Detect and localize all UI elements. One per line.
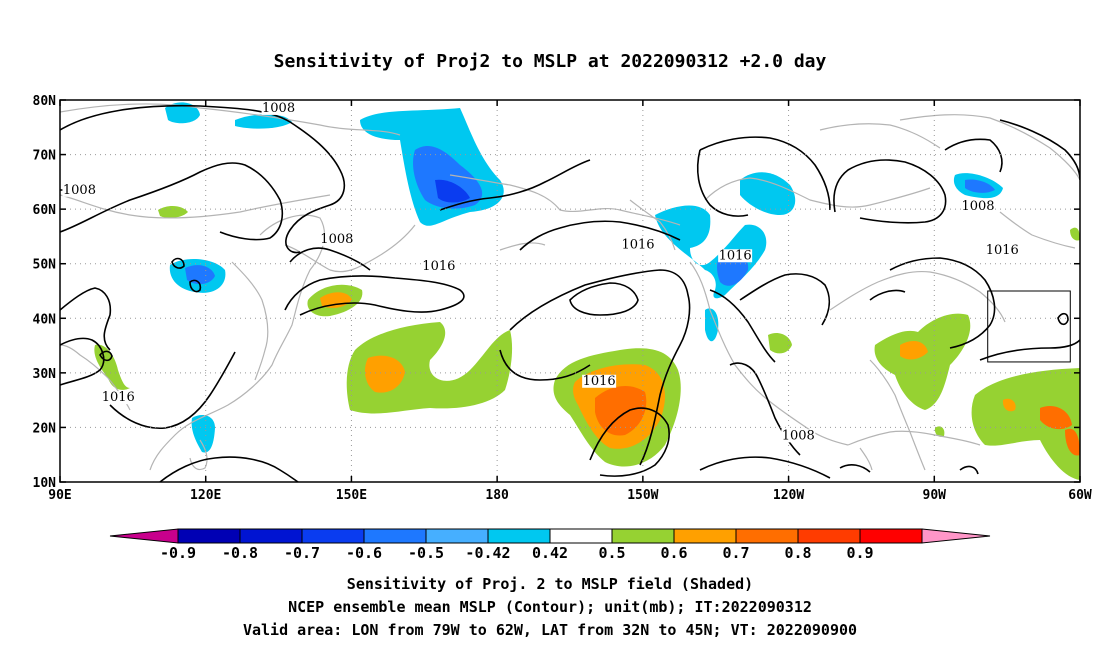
colorbar-label: -0.6 bbox=[346, 544, 382, 562]
colorbar-segment bbox=[363, 528, 427, 544]
contour-label-bg bbox=[961, 200, 995, 214]
neg-core-dark-north-pacific bbox=[435, 179, 470, 203]
contour-label: 1016 bbox=[621, 237, 654, 252]
x-tick-label: 90W bbox=[923, 488, 947, 503]
colorbar-segment bbox=[487, 528, 551, 544]
contour-label-bg bbox=[62, 183, 97, 197]
colorbar-label: -0.8 bbox=[222, 544, 258, 562]
pos-region-bering bbox=[1070, 227, 1080, 241]
contour-labels: 1008 1008 1008 1016 1016 1016 1016 1016 1008 1008… bbox=[62, 101, 1020, 443]
neg-region-canada bbox=[740, 172, 796, 215]
neg-region-arctic-a bbox=[165, 102, 200, 124]
contour-label: 1008 bbox=[782, 428, 815, 443]
pos-region-atlantic bbox=[971, 368, 1080, 480]
colorbar-label: 0.42 bbox=[532, 544, 568, 562]
x-tick-label: 150W bbox=[627, 488, 658, 503]
contour-label-bg bbox=[621, 238, 655, 252]
pos-region-us-east bbox=[874, 313, 971, 410]
map-panel: 1008 1008 1008 1016 1016 1016 1016 1016 1008 1008… bbox=[33, 94, 1092, 503]
contour-label-bg bbox=[421, 260, 456, 274]
y-tick-label: 40N bbox=[33, 312, 57, 327]
colorbar-label: 0.6 bbox=[660, 544, 687, 562]
y-tick-label: 80N bbox=[33, 94, 57, 109]
contour-label: 1016 bbox=[102, 390, 135, 405]
contour-label: 1016 bbox=[422, 259, 455, 274]
colorbar-label: 0.5 bbox=[598, 544, 625, 562]
figure-title: Sensitivity of Proj2 to MSLP at 20220903… bbox=[274, 51, 827, 72]
caption-line-1: Sensitivity of Proj. 2 to MSLP field (Sh… bbox=[347, 575, 753, 593]
contour-label: 1016 bbox=[986, 243, 1019, 258]
x-tick-label: 120E bbox=[190, 488, 221, 503]
neg-region-bc-coast bbox=[705, 308, 719, 342]
colorbar-segment bbox=[177, 528, 241, 544]
contour-label: 1008 bbox=[320, 232, 353, 247]
pos-core-us-east bbox=[900, 340, 928, 360]
contour-label-bg bbox=[261, 101, 296, 115]
contour-label-bg bbox=[718, 249, 753, 263]
x-tick-label: 150E bbox=[336, 488, 367, 503]
pos-region-west-us bbox=[768, 333, 792, 354]
contour-label-bg bbox=[101, 391, 136, 405]
map-gridlines bbox=[60, 100, 1080, 482]
colorbar-segment bbox=[239, 528, 303, 544]
pos-core-east-pacific bbox=[595, 386, 647, 436]
colorbar-label: 0.8 bbox=[784, 544, 811, 562]
colorbar-segment bbox=[425, 528, 489, 544]
colorbar-segment bbox=[611, 528, 675, 544]
contour-label-bg bbox=[781, 429, 816, 443]
y-tick-label: 20N bbox=[33, 421, 57, 436]
colorbar-label: 0.7 bbox=[722, 544, 749, 562]
colorbar-over-triangle bbox=[921, 528, 991, 544]
colorbar-label: -0.9 bbox=[160, 544, 196, 562]
y-tick-label: 60N bbox=[33, 203, 57, 218]
colorbar-label: -0.5 bbox=[408, 544, 444, 562]
y-tick-label: 10N bbox=[33, 476, 57, 491]
pos-core-central-pacific bbox=[364, 355, 405, 393]
neg-core-east-asia bbox=[185, 265, 215, 285]
neg-region-philippines bbox=[191, 415, 215, 453]
colorbar-segment bbox=[735, 528, 799, 544]
x-tick-label: 180 bbox=[485, 488, 509, 503]
map-frame bbox=[59, 99, 1081, 483]
colorbar-label: -0.42 bbox=[465, 544, 510, 562]
colorbar-label: 0.9 bbox=[846, 544, 873, 562]
contour-label: 1016 bbox=[719, 248, 752, 263]
colorbar: -0.9 -0.8 -0.7 -0.6 -0.5 -0.42 0.42 0.5 0.6 0.7 0.… bbox=[109, 528, 991, 562]
colorbar-under-triangle bbox=[109, 528, 179, 544]
colorbar-segment bbox=[549, 528, 613, 544]
colorbar-label: -0.7 bbox=[284, 544, 320, 562]
y-tick-label: 50N bbox=[33, 258, 57, 273]
colorbar-segment bbox=[301, 528, 365, 544]
colorbar-segment bbox=[797, 528, 861, 544]
y-tick-label: 30N bbox=[33, 367, 57, 382]
contour-label: 1008 bbox=[63, 183, 96, 198]
caption-line-2: NCEP ensemble mean MSLP (Contour); unit(… bbox=[288, 598, 812, 616]
valid-area-box bbox=[987, 290, 1071, 363]
pos-core-atlantic-a bbox=[1040, 405, 1072, 430]
y-tick-label: 70N bbox=[33, 149, 57, 164]
contour-label: 1008 bbox=[961, 199, 994, 214]
caption-line-3: Valid area: LON from 79W to 62W, LAT fro… bbox=[243, 621, 857, 639]
colorbar-segment bbox=[859, 528, 923, 544]
colorbar-segment bbox=[673, 528, 737, 544]
neg-core-labrador bbox=[965, 179, 995, 193]
x-tick-label: 60W bbox=[1068, 488, 1092, 503]
x-tick-label: 120W bbox=[773, 488, 804, 503]
contour-label-bg bbox=[319, 232, 354, 246]
latitude-axis: 10N 20N 30N 40N 50N 60N 70N 80N bbox=[33, 94, 1080, 491]
longitude-axis: 90E 120E 150E 180 150W 120W 90W 60W bbox=[48, 100, 1092, 503]
contour-label-bg bbox=[582, 374, 617, 388]
contour-label: 1016 bbox=[583, 374, 616, 389]
coastlines bbox=[60, 103, 1080, 471]
contour-label-bg bbox=[985, 243, 1020, 257]
pos-core-atlantic-b bbox=[1065, 428, 1080, 456]
x-tick-label: 90E bbox=[48, 488, 71, 503]
pos-core-atlantic-c bbox=[1002, 398, 1016, 412]
contour-label: 1008 bbox=[262, 101, 295, 116]
pos-region-caribbean bbox=[934, 426, 945, 437]
